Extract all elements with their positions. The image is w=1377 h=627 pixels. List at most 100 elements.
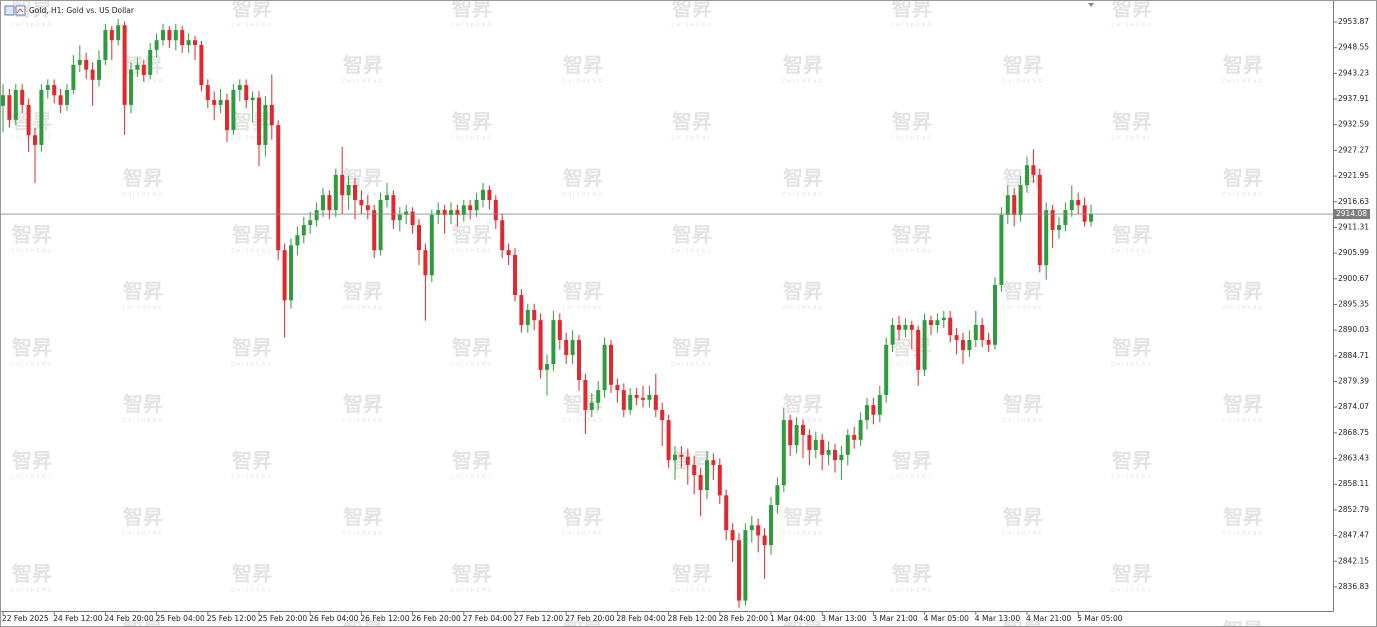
x-tick-label: 25 Feb 12:00 xyxy=(207,614,256,623)
y-tick-label: 2884.71 xyxy=(1338,351,1369,360)
candle-body xyxy=(756,525,761,536)
x-tick-label: 24 Feb 20:00 xyxy=(104,614,153,623)
candle-body xyxy=(545,364,549,370)
y-tick-label: 2921.95 xyxy=(1338,171,1369,180)
candle-body xyxy=(839,454,844,461)
watermark: 智昇 xyxy=(123,166,163,190)
watermark-sub: ZHISHENG xyxy=(671,588,713,594)
watermark: 智昇 xyxy=(343,618,383,627)
watermark-sub: ZHISHENG xyxy=(782,531,824,537)
watermark-sub: ZHISHENG xyxy=(1002,418,1044,424)
candle-body xyxy=(346,185,351,196)
watermark-sub: ZHISHENG xyxy=(891,362,933,368)
candle-body xyxy=(903,324,908,330)
candle-body xyxy=(500,220,505,251)
candle-body xyxy=(877,394,882,415)
candle-body xyxy=(410,211,415,226)
watermark-sub: ZHISHENG xyxy=(1111,588,1153,594)
watermark: 智昇 xyxy=(232,0,272,21)
candle-body xyxy=(327,195,332,211)
candle-body xyxy=(461,205,466,215)
watermark-sub: ZHISHENG xyxy=(671,249,713,255)
watermark: 智昇 xyxy=(452,562,492,586)
watermark: 智昇 xyxy=(783,505,823,529)
candle-body xyxy=(417,225,421,251)
candle-body xyxy=(20,89,25,105)
candle-body xyxy=(1012,195,1017,215)
y-tick-label: 2852.79 xyxy=(1338,505,1369,514)
watermark-sub: ZHISHENG xyxy=(451,475,493,481)
candle-body xyxy=(615,384,620,391)
candle-body xyxy=(308,220,313,226)
watermark-sub: ZHISHENG xyxy=(1111,475,1153,481)
candle-body xyxy=(135,64,140,70)
candle-body xyxy=(993,284,997,345)
candle-body xyxy=(967,339,972,351)
watermark-sub: ZHISHENG xyxy=(451,136,493,142)
candle-body xyxy=(1082,205,1087,222)
candle-body xyxy=(813,439,818,450)
candle-body xyxy=(1069,199,1074,211)
candle-body xyxy=(90,69,95,80)
candle-body xyxy=(602,344,607,391)
candle-body xyxy=(77,59,82,65)
candle-body xyxy=(340,174,345,196)
candle-body xyxy=(673,454,677,461)
watermark-sub: ZHISHENG xyxy=(562,79,604,85)
watermark-sub: ZHISHENG xyxy=(122,192,164,198)
candle-body xyxy=(801,424,805,436)
candle-body xyxy=(570,339,575,355)
watermark: 智昇 xyxy=(563,166,603,190)
candle-body xyxy=(961,339,965,351)
candle-body xyxy=(436,210,441,215)
watermark: 智昇 xyxy=(12,562,52,586)
y-tick-label: 2937.91 xyxy=(1338,94,1369,103)
candle-body xyxy=(705,460,709,491)
candle-body xyxy=(71,64,76,90)
candle-body xyxy=(493,199,498,221)
candle-body xyxy=(378,199,383,251)
candle-body xyxy=(820,439,825,455)
y-tick-label: 2874.07 xyxy=(1338,402,1369,411)
candle-body xyxy=(1057,225,1061,230)
watermark-sub: ZHISHENG xyxy=(1222,531,1264,537)
x-tick-label: 1 Mar 04:00 xyxy=(770,614,816,623)
candle-body xyxy=(788,420,793,446)
candle-body xyxy=(929,320,933,325)
candle-body xyxy=(743,530,748,601)
watermark: 智昇 xyxy=(232,336,272,360)
candle-body xyxy=(263,104,268,145)
x-tick-label: 3 Mar 21:00 xyxy=(872,614,918,623)
watermark: 智昇 xyxy=(672,562,712,586)
candle-body xyxy=(205,85,210,101)
watermark: 智昇 xyxy=(1112,110,1152,134)
watermark: 智昇 xyxy=(1003,505,1043,529)
watermark-sub: ZHISHENG xyxy=(891,23,933,29)
watermark: 智昇 xyxy=(672,223,712,247)
watermark: 智昇 xyxy=(343,279,383,303)
watermark: 智昇 xyxy=(783,53,823,77)
candle-body xyxy=(365,205,370,211)
x-tick-label: 28 Feb 20:00 xyxy=(719,614,768,623)
candle-body xyxy=(7,95,12,120)
watermark-sub: ZHISHENG xyxy=(562,305,604,311)
candle-body xyxy=(423,250,428,276)
candle-body xyxy=(45,85,50,90)
candle-body xyxy=(980,324,985,340)
candle-body xyxy=(628,394,633,410)
candle-body xyxy=(276,125,281,251)
candle-body xyxy=(141,64,146,75)
watermark-sub: ZHISHENG xyxy=(782,79,824,85)
watermark-sub: ZHISHENG xyxy=(1222,192,1264,198)
watermark: 智昇 xyxy=(1112,336,1152,360)
watermark-sub: ZHISHENG xyxy=(891,588,933,594)
candle-body xyxy=(506,250,511,255)
candle-body xyxy=(564,339,569,355)
watermark: 智昇 xyxy=(783,618,823,627)
watermark: 智昇 xyxy=(232,562,272,586)
watermark: 智昇 xyxy=(452,336,492,360)
candle-body xyxy=(225,100,229,130)
candle-body xyxy=(167,30,172,41)
watermark-sub: ZHISHENG xyxy=(451,23,493,29)
